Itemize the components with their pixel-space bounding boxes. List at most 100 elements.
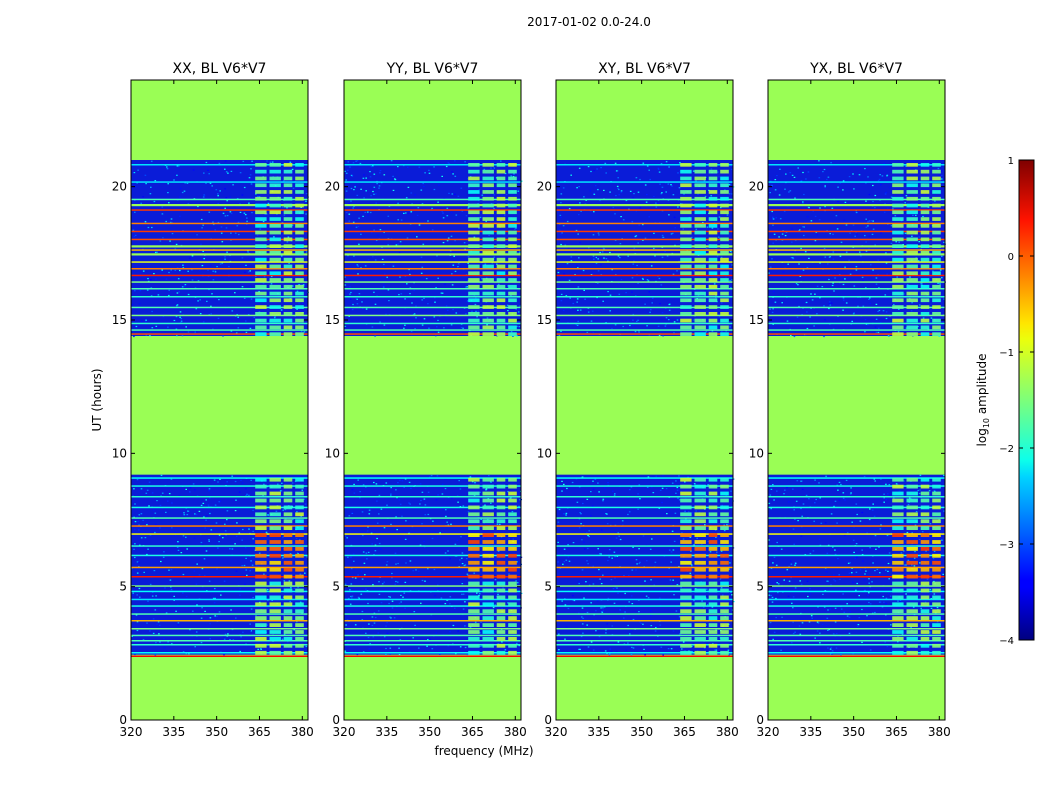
noise-speck bbox=[840, 483, 842, 486]
noise-speck bbox=[136, 629, 139, 632]
noise-speck bbox=[877, 331, 880, 334]
noise-speck bbox=[907, 504, 910, 506]
time-band bbox=[768, 306, 945, 309]
noise-speck bbox=[466, 573, 469, 575]
noise-speck bbox=[860, 255, 862, 257]
noise-speck bbox=[187, 270, 189, 272]
noise-speck bbox=[638, 611, 640, 613]
rfi-cell bbox=[295, 609, 304, 614]
rfi-cell bbox=[269, 547, 281, 551]
noise-speck bbox=[613, 602, 616, 604]
rfi-cell bbox=[496, 257, 506, 262]
time-band bbox=[131, 652, 308, 654]
noise-speck bbox=[715, 297, 717, 299]
rfi-cell bbox=[468, 305, 480, 309]
rfi-cell bbox=[482, 271, 494, 276]
noise-speck bbox=[941, 174, 943, 177]
rfi-cell bbox=[468, 291, 480, 296]
rfi-cell bbox=[892, 623, 904, 627]
rfi-cell bbox=[269, 623, 281, 627]
noise-speck bbox=[586, 532, 588, 534]
noise-speck bbox=[582, 632, 584, 634]
noise-speck bbox=[377, 632, 380, 634]
noise-speck bbox=[296, 308, 298, 310]
rfi-cell bbox=[720, 650, 729, 655]
noise-speck bbox=[637, 508, 639, 510]
noise-speck bbox=[687, 511, 690, 513]
rfi-cell bbox=[482, 264, 494, 269]
noise-speck bbox=[345, 211, 348, 214]
rfi-cell bbox=[932, 305, 941, 309]
x-tick-label: 365 bbox=[248, 725, 271, 739]
noise-speck bbox=[633, 260, 635, 262]
noise-speck bbox=[269, 161, 272, 163]
noise-speck bbox=[605, 172, 607, 174]
noise-speck bbox=[185, 326, 187, 328]
rfi-cell bbox=[680, 581, 692, 586]
noise-speck bbox=[681, 648, 683, 650]
noise-speck bbox=[195, 308, 198, 310]
noise-speck bbox=[672, 630, 675, 632]
rfi-cell bbox=[920, 553, 930, 558]
noise-speck bbox=[355, 298, 357, 300]
noise-speck bbox=[366, 590, 369, 592]
rfi-cell bbox=[482, 630, 494, 634]
time-band bbox=[131, 533, 308, 535]
noise-speck bbox=[616, 587, 618, 589]
noise-speck bbox=[612, 588, 615, 590]
rfi-cell bbox=[720, 498, 729, 503]
rfi-cell bbox=[920, 257, 930, 262]
rfi-cell bbox=[694, 203, 706, 208]
noise-speck bbox=[842, 309, 844, 311]
noise-speck bbox=[716, 551, 718, 553]
rfi-cell bbox=[295, 291, 304, 296]
noise-speck bbox=[592, 331, 595, 334]
noise-speck bbox=[209, 617, 212, 619]
noise-speck bbox=[291, 168, 294, 170]
noise-speck bbox=[428, 327, 430, 329]
noise-speck bbox=[492, 167, 495, 169]
noise-speck bbox=[799, 580, 801, 582]
rfi-cell bbox=[932, 318, 941, 323]
rfi-cell bbox=[255, 609, 267, 614]
rfi-cell bbox=[920, 540, 930, 544]
noise-speck bbox=[635, 210, 638, 212]
noise-speck bbox=[266, 624, 269, 626]
colorbar: 10−1−2−3−4 log10 amplitude bbox=[975, 156, 1035, 647]
rfi-cell bbox=[694, 484, 706, 489]
noise-speck bbox=[154, 180, 157, 182]
noise-speck bbox=[224, 256, 226, 258]
noise-speck bbox=[161, 492, 164, 494]
noise-speck bbox=[462, 593, 465, 595]
noise-speck bbox=[474, 482, 476, 484]
rfi-cell bbox=[720, 196, 729, 201]
noise-speck bbox=[649, 548, 652, 550]
rfi-cell bbox=[720, 312, 729, 316]
noise-speck bbox=[696, 574, 699, 576]
noise-speck bbox=[627, 513, 629, 516]
noise-speck bbox=[345, 624, 347, 626]
noise-speck bbox=[828, 307, 830, 310]
time-band bbox=[131, 306, 308, 309]
noise-speck bbox=[721, 504, 724, 506]
noise-speck bbox=[237, 316, 239, 318]
noise-speck bbox=[200, 243, 202, 245]
noise-speck bbox=[132, 594, 135, 596]
noise-speck bbox=[639, 178, 641, 181]
noise-speck bbox=[344, 170, 346, 172]
noise-speck bbox=[887, 493, 889, 495]
observed-block bbox=[344, 160, 521, 336]
x-tick-label: 380 bbox=[716, 725, 739, 739]
noise-speck bbox=[438, 184, 440, 186]
rfi-cell bbox=[694, 519, 706, 524]
noise-speck bbox=[166, 500, 169, 502]
rfi-cell bbox=[283, 650, 293, 655]
noise-speck bbox=[347, 229, 349, 231]
rfi-cell bbox=[255, 210, 267, 215]
noise-speck bbox=[362, 551, 365, 553]
noise-speck bbox=[405, 638, 407, 640]
noise-speck bbox=[239, 172, 242, 174]
noise-speck bbox=[176, 335, 178, 337]
rfi-cell bbox=[720, 230, 729, 235]
noise-speck bbox=[156, 251, 158, 253]
